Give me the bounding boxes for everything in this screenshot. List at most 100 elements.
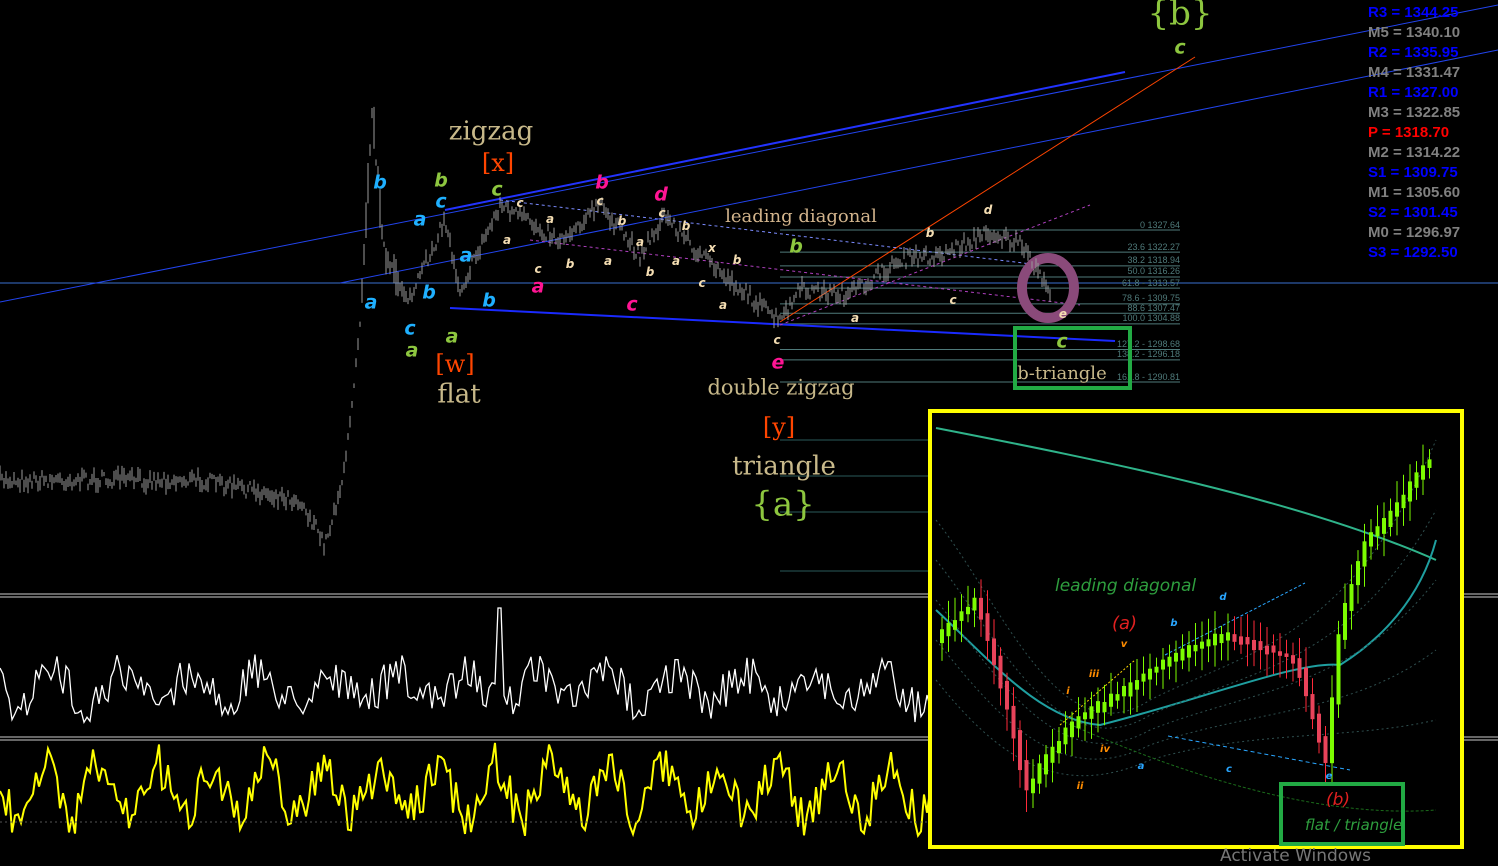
wave-label: b (422, 281, 436, 304)
inset-candle-body (1031, 778, 1035, 794)
inset-candle-body (1401, 494, 1406, 509)
label-leading-diagonal: leading diagonal (725, 206, 877, 228)
inset-wave-label: v (1120, 639, 1128, 650)
wave-label: b (595, 171, 609, 194)
pivot-m0: M0 = 1296.97 (1368, 224, 1461, 241)
wave-label: b (645, 265, 655, 279)
label-zigzag: zigzag (448, 116, 534, 147)
wave-label: c (698, 276, 706, 290)
inset-candle-body (1349, 584, 1354, 611)
label-wave-y: [y] (762, 412, 796, 441)
inset-candle-body (985, 613, 990, 641)
inset-candle-body (940, 629, 944, 644)
inset-candle-body (959, 611, 964, 621)
inset-candle-body (1096, 701, 1100, 713)
inset-candle-body (1148, 668, 1152, 680)
inset-candle-body (1375, 526, 1380, 537)
inset-candle-body (1187, 645, 1191, 658)
wave-label: c (404, 317, 416, 340)
inset-candle-body (1115, 694, 1120, 701)
inset-label-leading-diagonal: leading diagonal (1055, 576, 1197, 596)
pivot-r1: R1 = 1327.00 (1368, 84, 1459, 101)
label-wave-c-top: c (1174, 36, 1186, 59)
inset-wave-label: iii (1088, 669, 1100, 680)
wave-label: a (405, 339, 419, 362)
inset-candle-body (946, 622, 951, 637)
wave-label: a (671, 254, 681, 268)
inset-candle-body (966, 606, 970, 615)
inset-candle-body (1070, 721, 1074, 738)
inset-candle-body (1258, 641, 1263, 651)
inset-candle-body (1206, 639, 1211, 647)
inset-candle-body (1414, 472, 1419, 488)
pivot-p: P = 1318.70 (1368, 124, 1450, 141)
inset-candle-body (1362, 541, 1367, 567)
fib-label-100: 100.0 1304.88 (1122, 313, 1180, 324)
inset-candle-body (1200, 641, 1204, 649)
inset-triangle-upper (1164, 582, 1306, 656)
label-flat: flat (437, 379, 481, 410)
inset-label-b: (b) (1326, 790, 1351, 810)
inset-wave-label: a (1137, 761, 1145, 772)
inset-wave-label: d (1219, 592, 1227, 603)
wave-label: a (459, 244, 473, 267)
inset-candle-body (1317, 713, 1321, 743)
inset-candle-body (1037, 763, 1042, 784)
label-wave-w: [w] (435, 349, 475, 378)
label-wave-a-brace: {a} (751, 484, 815, 525)
pivot-m4: M4 = 1331.47 (1368, 64, 1461, 81)
fib-label-88.6: 88.6 1307.47 (1127, 302, 1180, 313)
inset-candle-body (1421, 465, 1425, 480)
wave-label: b (434, 169, 448, 192)
fib-label-78.6: 78.6 - 1309.75 (1121, 293, 1180, 304)
inset-candle-body (1239, 636, 1243, 645)
wave-label: a (545, 212, 555, 226)
fib-label-50: 50.0 1316.26 (1127, 266, 1180, 277)
inset-envelope-band (935, 509, 1437, 729)
dashed-line (529, 239, 1081, 306)
pivot-s2: S2 = 1301.45 (1368, 204, 1458, 221)
wave-label: c (516, 196, 524, 210)
label-double-zigzag: double zigzag (707, 375, 855, 400)
inset-flat-triangle-box (1279, 782, 1405, 846)
wave-label: a (413, 208, 427, 231)
trendline-middle (339, 49, 1498, 284)
inset-candle-body (1018, 730, 1022, 771)
inset-label-a: (a) (1112, 613, 1138, 634)
pivot-r3: R3 = 1344.25 (1368, 4, 1459, 21)
inset-candle-body (1304, 667, 1308, 697)
fib-label-138.2: 138.2 - 1296.18 (1116, 349, 1180, 360)
dashed-line (779, 204, 1091, 326)
inset-candle-body (998, 655, 1003, 689)
wave-label: c (491, 178, 503, 201)
wave-label: c (1056, 330, 1068, 353)
inset-candle-body (1063, 727, 1068, 745)
wave-label: b (565, 257, 575, 271)
inset-candle-body (1278, 651, 1282, 656)
inset-candle-body (979, 597, 983, 620)
wave-label: d (983, 203, 993, 217)
inset-envelope-band (935, 439, 1437, 714)
wave-label: c (773, 333, 781, 347)
pivot-m5: M5 = 1340.10 (1368, 24, 1461, 41)
inset-candle-body (1089, 706, 1094, 719)
inset-candle-body (1135, 680, 1139, 690)
trendline-channel-top (444, 71, 1126, 211)
inset-candle-body (1109, 693, 1113, 707)
inset-candle-body (1161, 659, 1165, 670)
wave-label: a (445, 325, 459, 348)
inset-candle-body (1219, 634, 1224, 644)
inset-candle-body (1044, 754, 1048, 775)
wave-label: b (732, 253, 742, 267)
inset-envelope-band (935, 579, 1437, 744)
wave-label: a (531, 275, 545, 298)
inset-candle-body (1252, 639, 1256, 651)
fib-label-38.2: 38.2 1318.94 (1127, 255, 1180, 266)
inset-candle-body (1232, 634, 1237, 642)
inset-candle-body (1245, 637, 1250, 645)
inset-chart-frame (928, 409, 1464, 849)
inset-candle-body (1427, 459, 1432, 468)
wave-label: b (789, 235, 803, 258)
inset-candle-body (972, 597, 977, 611)
